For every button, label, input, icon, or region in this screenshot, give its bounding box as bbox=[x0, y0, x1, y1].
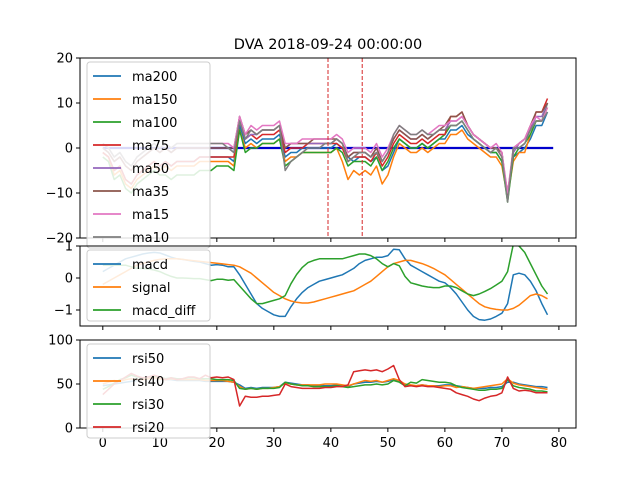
legend-label: macd bbox=[132, 258, 168, 273]
y-tick-label: −1 bbox=[54, 304, 73, 319]
legend bbox=[86, 61, 211, 249]
x-tick-label: 50 bbox=[380, 436, 397, 451]
x-tick-label: 20 bbox=[209, 436, 226, 451]
price-panel: 20 10 0 −10 −20 ma200 ma150 ma100 ma75 ma50 ma35 ma… bbox=[46, 52, 577, 249]
x-tick-label: 10 bbox=[152, 436, 169, 451]
axes-frame bbox=[79, 245, 577, 327]
legend bbox=[86, 249, 211, 322]
legend-label: ma200 bbox=[132, 70, 177, 85]
chart-title: DVA 2018-09-24 00:00:00 bbox=[234, 37, 422, 53]
x-tick-label: 70 bbox=[494, 436, 511, 451]
legend-label: ma50 bbox=[132, 162, 169, 177]
x-tick-label: 30 bbox=[266, 436, 283, 451]
y-tick-label: 1 bbox=[65, 240, 73, 255]
y-tick-label: 20 bbox=[56, 52, 73, 67]
y-tick-label: 100 bbox=[48, 334, 73, 349]
legend-label: rsi20 bbox=[132, 421, 164, 436]
legend-label: macd_diff bbox=[132, 304, 196, 319]
x-tick-label: 80 bbox=[551, 436, 568, 451]
legend-label: rsi40 bbox=[132, 375, 164, 390]
legend-label: ma150 bbox=[132, 93, 177, 108]
x-tick-label: 40 bbox=[323, 436, 340, 451]
y-tick-label: 0 bbox=[65, 142, 73, 157]
legend-label: ma100 bbox=[132, 116, 177, 131]
y-tick-label: −10 bbox=[46, 187, 73, 202]
legend-label: ma10 bbox=[132, 231, 169, 246]
chart-panels: 20100−10−20ma200ma150ma100ma75ma50ma35ma… bbox=[46, 52, 577, 451]
y-tick-label: 10 bbox=[56, 97, 73, 112]
legend-label: ma35 bbox=[132, 185, 169, 200]
legend bbox=[86, 343, 211, 439]
rsi-panel: 100 50 0 0 10 20 30 40 50 60 70 80 rsi50 rsi40 rsi30 rs… bbox=[48, 334, 577, 451]
legend-label: rsi30 bbox=[132, 398, 164, 413]
y-tick-label: 50 bbox=[56, 378, 73, 393]
macd-panel: 1 0 −1 macd signal macd_diff bbox=[54, 240, 577, 330]
y-tick-label: −20 bbox=[46, 232, 73, 247]
x-tick-label: 60 bbox=[437, 436, 454, 451]
y-tick-label: 0 bbox=[65, 422, 73, 437]
legend-label: signal bbox=[132, 281, 170, 296]
legend-label: ma75 bbox=[132, 139, 169, 154]
y-tick-label: 0 bbox=[65, 272, 73, 287]
axes-frame bbox=[79, 339, 577, 429]
legend-label: ma15 bbox=[132, 208, 169, 223]
axes-frame bbox=[79, 57, 577, 239]
legend-label: rsi50 bbox=[132, 352, 164, 367]
x-tick-label: 0 bbox=[99, 436, 107, 451]
